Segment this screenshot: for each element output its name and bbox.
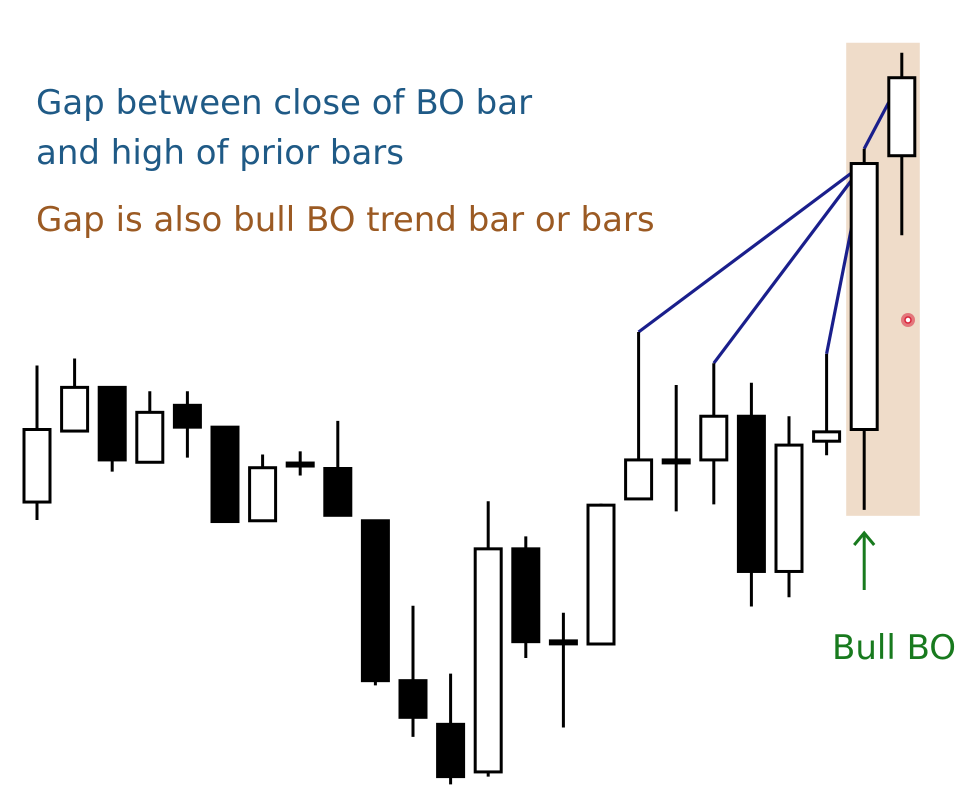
candle-5 (172, 391, 202, 458)
candle-2 (60, 358, 90, 433)
arrow-head (853, 530, 876, 546)
bull-bo-arrow-icon (853, 530, 876, 590)
candle-17 (624, 332, 654, 501)
candle-10 (360, 519, 390, 686)
candle-13 (473, 501, 503, 777)
candle-6 (210, 425, 240, 524)
bull-candle-body (624, 458, 654, 501)
marker-layer (853, 313, 915, 590)
bull-candle-body (774, 443, 804, 573)
candle-12 (436, 673, 466, 785)
candle-18 (661, 385, 691, 512)
bear-candle-body (172, 403, 202, 429)
bear-candle-body (398, 679, 428, 719)
bull-candle-body (248, 466, 278, 523)
bear-candle-body (97, 385, 127, 462)
bear-candle-body (323, 467, 353, 517)
bear-candle-body (736, 414, 766, 573)
gap-connector-line-1 (637, 162, 866, 334)
candle-11 (398, 605, 428, 737)
bull-candle-body (473, 547, 503, 774)
bull-candle-body (887, 76, 917, 158)
gap-connector-layer (637, 76, 904, 365)
bull-candle-body (60, 385, 90, 433)
cursor-dot-icon (901, 313, 915, 327)
candle-23 (849, 148, 879, 510)
candle-8 (285, 451, 315, 476)
gap-annotation-line-2: and high of prior bars (36, 133, 404, 173)
candle-24 (887, 52, 917, 236)
bull-candle-body (586, 503, 616, 646)
cursor-dot-center (904, 316, 912, 324)
bull-candle-body (135, 410, 165, 464)
bull-bo-label: Bull BO (832, 628, 957, 668)
candle-1 (22, 365, 52, 520)
candle-layer (22, 52, 917, 785)
gap-annotation-line-1: Gap between close of BO bar (36, 83, 533, 123)
gap-connector-line-2 (712, 162, 866, 365)
candle-14 (511, 536, 541, 659)
candle-4 (135, 391, 165, 464)
bear-candle-body (360, 519, 390, 683)
candle-7 (248, 454, 278, 523)
candle-22 (812, 353, 842, 456)
candle-19 (699, 363, 729, 505)
gap-bars-annotation: Gap is also bull BO trend bar or bars (36, 200, 655, 240)
bear-candle-body (210, 425, 240, 524)
bull-candle-body (22, 428, 52, 504)
bull-candle-body (548, 639, 578, 646)
bear-candle-body (436, 722, 466, 779)
bull-candle-body (812, 430, 842, 443)
bull-candle-body (849, 162, 879, 432)
bull-candle-body (661, 458, 691, 465)
bear-candle-body (511, 547, 541, 644)
candle-16 (586, 503, 616, 646)
candle-20 (736, 382, 766, 607)
bull-candle-body (285, 461, 315, 468)
candle-15 (548, 612, 578, 728)
candle-3 (97, 385, 127, 472)
candle-9 (323, 420, 353, 517)
candle-21 (774, 416, 804, 598)
bull-candle-body (699, 414, 729, 462)
gap-annotation: Gap between close of BO bar and high of … (36, 78, 532, 178)
